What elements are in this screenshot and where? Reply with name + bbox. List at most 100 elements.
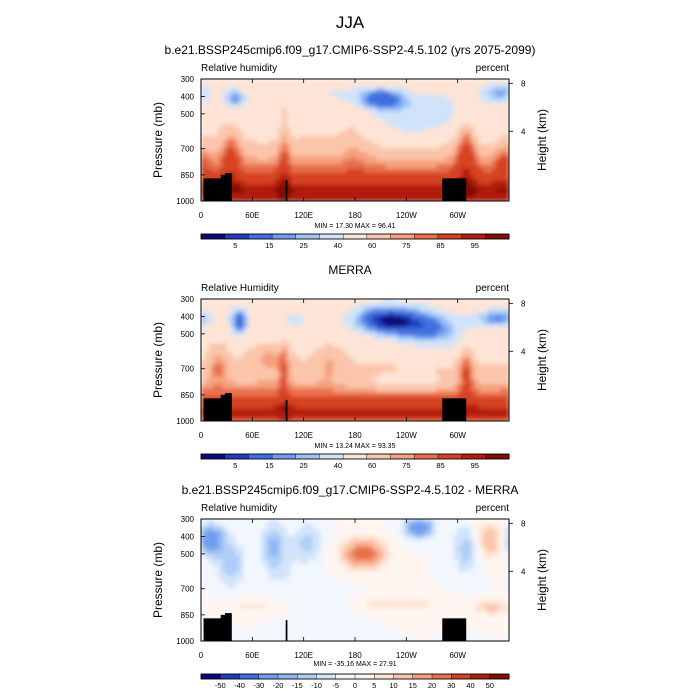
heatmap-cell — [457, 535, 463, 540]
heatmap-cell — [290, 164, 296, 170]
heatmap-cell — [218, 168, 223, 174]
heatmap-cell — [376, 412, 382, 418]
heatmap-cell — [384, 416, 390, 421]
heatmap-cell — [205, 523, 211, 528]
heatmap-cell — [500, 319, 506, 324]
heatmap-cell — [248, 351, 253, 357]
heatmap-cell — [359, 127, 365, 133]
heatmap-cell — [222, 315, 228, 320]
heatmap-cell — [286, 547, 292, 553]
heatmap-cell — [286, 115, 292, 121]
heatmap-cell — [359, 543, 365, 549]
heatmap-cell — [205, 339, 211, 345]
heatmap-cell — [256, 107, 262, 113]
heatmap-cell — [496, 168, 502, 174]
heatmap-cell — [444, 535, 450, 540]
variable-label: Relative Humidity — [201, 283, 279, 294]
heatmap-cell — [372, 412, 377, 418]
heatmap-cell — [282, 123, 288, 129]
heatmap-cell — [316, 184, 322, 190]
heatmap-cell — [222, 368, 228, 373]
heatmap-cell — [265, 196, 271, 201]
heatmap-cell — [504, 531, 509, 536]
heatmap-cell — [449, 543, 454, 549]
heatmap-cell — [218, 107, 223, 113]
heatmap-cell — [483, 192, 489, 198]
heatmap-cell — [389, 408, 395, 414]
colorbar-swatch — [319, 453, 344, 460]
heatmap-cell — [333, 103, 339, 109]
heatmap-cell — [278, 331, 283, 337]
heatmap-cell — [359, 95, 365, 100]
heatmap-cell — [333, 376, 339, 381]
heatmap-cell — [474, 148, 480, 153]
heatmap-cell — [248, 303, 253, 308]
heatmap-cell — [491, 531, 497, 536]
heatmap-cell — [299, 144, 305, 149]
heatmap-cell — [303, 323, 309, 329]
heatmap-cell — [432, 327, 437, 333]
heatmap-cell — [479, 299, 484, 304]
units-label: percent — [476, 63, 510, 74]
heatmap-cell — [359, 523, 365, 528]
heatmap-cell — [496, 335, 502, 341]
heatmap-cell — [312, 547, 318, 553]
heatmap-cell — [466, 315, 472, 320]
heatmap-cell — [260, 384, 266, 390]
heatmap-cell — [320, 396, 326, 402]
heatmap-cell — [337, 331, 343, 337]
heatmap-cell — [504, 347, 509, 353]
heatmap-cell — [282, 347, 288, 353]
heatmap-cell — [312, 315, 318, 320]
heatmap-cell — [205, 327, 211, 333]
heatmap-cell — [248, 119, 253, 125]
heatmap-cell — [209, 523, 215, 528]
heatmap-cell — [342, 188, 348, 194]
heatmap-cell — [316, 384, 322, 390]
heatmap-cell — [397, 115, 403, 121]
heatmap-cell — [444, 372, 450, 377]
heatmap-cell — [491, 331, 497, 337]
heatmap-cell — [367, 416, 373, 421]
heatmap-cell — [500, 152, 506, 157]
heatmap-cell — [333, 99, 339, 104]
heatmap-cell — [329, 160, 335, 165]
heatmap-cell — [269, 83, 275, 88]
heatmap-cell — [252, 87, 258, 92]
heatmap-cell — [436, 319, 442, 324]
y-tick-label: 1000 — [176, 197, 194, 206]
heatmap-cell — [320, 184, 326, 190]
colorbar: 5 15 25 40 60 75 85 95 — [200, 233, 510, 250]
heatmap-cell — [205, 140, 211, 145]
heatmap-cell — [432, 347, 437, 353]
heatmap-cell — [320, 380, 326, 385]
heatmap-cell — [303, 188, 309, 194]
heatmap-cell — [440, 519, 446, 524]
heatmap-cell — [265, 380, 271, 385]
heatmap-cell — [376, 384, 382, 390]
heatmap-cell — [295, 299, 300, 304]
heatmap-cell — [307, 384, 313, 390]
heatmap-cell — [440, 99, 446, 104]
heatmap-cell — [222, 531, 228, 536]
heatmap-cell — [402, 319, 407, 324]
heatmap-cell — [320, 152, 326, 157]
heatmap-cell — [260, 131, 266, 137]
heatmap-cell — [260, 535, 266, 540]
heatmap-cell — [479, 519, 484, 524]
heatmap-cell — [243, 392, 249, 398]
heatmap-cell — [235, 140, 241, 145]
heatmap-cell — [303, 388, 309, 394]
heatmap-cell — [461, 315, 467, 320]
heatmap-cell — [393, 95, 399, 100]
heatmap-cell — [218, 523, 223, 528]
heatmap-cell — [436, 416, 442, 421]
heatmap-cell — [402, 380, 407, 385]
heatmap-cell — [406, 107, 412, 113]
heatmap-cell — [201, 91, 206, 96]
heatmap-cell — [316, 412, 322, 418]
heatmap-cell — [449, 527, 454, 532]
heatmap-cell — [346, 152, 352, 157]
heatmap-cell — [201, 539, 206, 544]
heatmap-cell — [256, 156, 262, 161]
